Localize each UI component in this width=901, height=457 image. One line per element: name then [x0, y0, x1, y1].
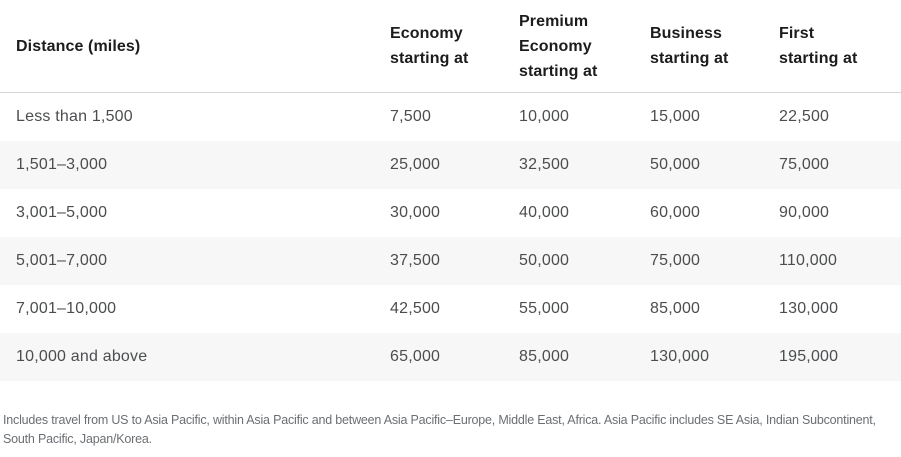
- premium-economy-value-cell: 85,000: [519, 348, 570, 365]
- premium-economy-value-cell: 32,500: [519, 156, 570, 173]
- economy-value-cell: 7,500: [390, 108, 432, 125]
- first-value-cell: 90,000: [779, 204, 830, 221]
- column-header-label: Business starting at: [650, 25, 729, 67]
- business-value-cell: 15,000: [650, 108, 701, 125]
- column-header-business: Business starting at: [650, 21, 779, 71]
- column-header-economy: Economy starting at: [390, 21, 519, 71]
- premium-economy-value-cell: 50,000: [519, 252, 570, 269]
- distance-cell: 7,001–10,000: [16, 300, 117, 317]
- table-row: 7,001–10,000 42,500 55,000 85,000 130,00…: [0, 285, 901, 333]
- distance-cell: 1,501–3,000: [16, 156, 108, 173]
- table-body: Less than 1,500 7,500 10,000 15,000 22,5…: [0, 93, 901, 381]
- premium-economy-value-cell: 40,000: [519, 204, 570, 221]
- first-value-cell: 22,500: [779, 108, 830, 125]
- distance-cell: 5,001–7,000: [16, 252, 108, 269]
- table-row: Less than 1,500 7,500 10,000 15,000 22,5…: [0, 93, 901, 141]
- economy-value-cell: 65,000: [390, 348, 441, 365]
- economy-value-cell: 25,000: [390, 156, 441, 173]
- first-value-cell: 195,000: [779, 348, 839, 365]
- distance-cell: Less than 1,500: [16, 108, 133, 125]
- business-value-cell: 130,000: [650, 348, 710, 365]
- premium-economy-value-cell: 55,000: [519, 300, 570, 317]
- business-value-cell: 75,000: [650, 252, 701, 269]
- economy-value-cell: 30,000: [390, 204, 441, 221]
- distance-cell: 3,001–5,000: [16, 204, 108, 221]
- column-header-label: Distance (miles): [16, 37, 141, 55]
- business-value-cell: 50,000: [650, 156, 701, 173]
- column-header-label: Premium Economy starting at: [519, 12, 598, 80]
- column-header-label: Economy starting at: [390, 25, 469, 67]
- footnote: Includes travel from US to Asia Pacific,…: [3, 413, 876, 446]
- column-header-first: First starting at: [779, 21, 901, 71]
- premium-economy-value-cell: 10,000: [519, 108, 570, 125]
- table-row: 1,501–3,000 25,000 32,500 50,000 75,000: [0, 141, 901, 189]
- table-row: 5,001–7,000 37,500 50,000 75,000 110,000: [0, 237, 901, 285]
- table-row: 3,001–5,000 30,000 40,000 60,000 90,000: [0, 189, 901, 237]
- first-value-cell: 110,000: [779, 252, 838, 269]
- business-value-cell: 60,000: [650, 204, 701, 221]
- column-header-premium-economy: Premium Economy starting at: [519, 9, 650, 84]
- column-header-distance: Distance (miles): [16, 34, 390, 59]
- column-header-label: First starting at: [779, 25, 858, 67]
- award-pricing-table: Distance (miles) Economy starting at Pre…: [0, 0, 901, 381]
- first-value-cell: 75,000: [779, 156, 830, 173]
- distance-cell: 10,000 and above: [16, 348, 148, 365]
- economy-value-cell: 42,500: [390, 300, 441, 317]
- table-row: 10,000 and above 65,000 85,000 130,000 1…: [0, 333, 901, 381]
- economy-value-cell: 37,500: [390, 252, 441, 269]
- first-value-cell: 130,000: [779, 300, 839, 317]
- table-header-row: Distance (miles) Economy starting at Pre…: [0, 0, 901, 93]
- business-value-cell: 85,000: [650, 300, 701, 317]
